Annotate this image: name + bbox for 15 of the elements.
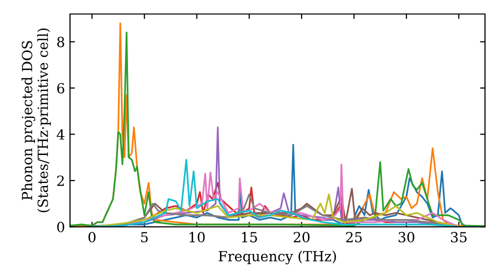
y-tick-label: 0 xyxy=(57,222,64,232)
y-tick-label: 4 xyxy=(56,129,64,140)
x-tick-label: 30 xyxy=(398,232,414,242)
x-tick-label: 0 xyxy=(88,232,96,242)
y-tick-label: 2 xyxy=(57,176,64,186)
x-tick-label: 20 xyxy=(294,232,310,242)
x-tick-label: 15 xyxy=(242,232,257,242)
y-axis-title: Phonon projected DOS (States/THz·primitive cell) xyxy=(22,28,51,212)
x-tick-label: 10 xyxy=(190,232,205,242)
x-tick-label: 25 xyxy=(346,232,362,242)
x-tick-label: 35 xyxy=(451,232,467,242)
y-tick-label: 6 xyxy=(57,82,64,94)
x-tick-label: 5 xyxy=(141,232,148,242)
y-tick-label: 8 xyxy=(57,36,64,48)
x-axis-title: Frequency (THz) xyxy=(218,250,336,264)
